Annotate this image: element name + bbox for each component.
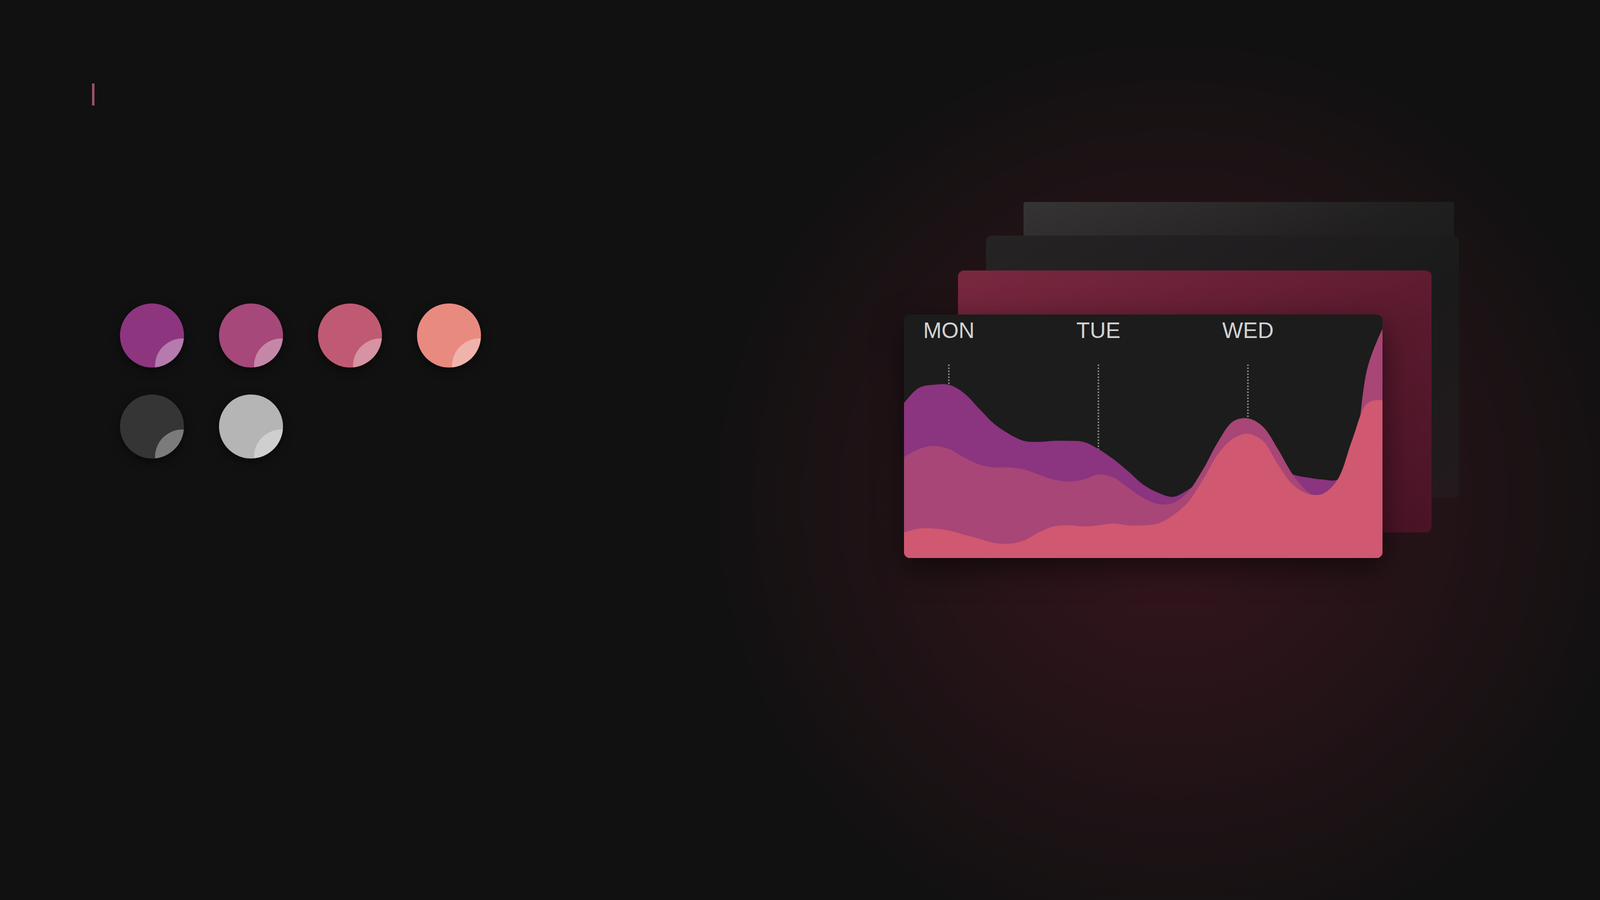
svg-text:WED: WED bbox=[1222, 318, 1274, 343]
svg-text:MON: MON bbox=[923, 318, 975, 343]
svg-text:TUE: TUE bbox=[1076, 318, 1121, 343]
